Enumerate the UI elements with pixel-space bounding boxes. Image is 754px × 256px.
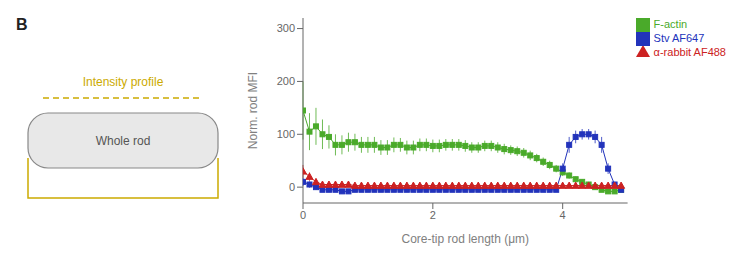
svg-text:Core-tip rod length (μm): Core-tip rod length (μm) (401, 232, 529, 246)
svg-text:Whole rod: Whole rod (96, 134, 151, 148)
svg-text:0: 0 (289, 181, 295, 193)
html-text:F-actin: F-actin (653, 18, 688, 30)
svg-text:200: 200 (277, 75, 295, 87)
svg-text:100: 100 (277, 128, 295, 140)
svg-text:Norm. rod MFI: Norm. rod MFI (246, 72, 260, 149)
svg-text:B: B (16, 16, 28, 33)
html-text:α-rabbit AF488: α-rabbit AF488 (653, 46, 726, 59)
svg-text:0: 0 (300, 209, 306, 221)
svg-text:Intensity profile: Intensity profile (83, 75, 164, 89)
html-text:Stv AF647: Stv AF647 (653, 32, 705, 45)
svg-text:300: 300 (277, 22, 295, 34)
svg-text:4: 4 (560, 209, 566, 221)
svg-text:2: 2 (430, 209, 436, 221)
